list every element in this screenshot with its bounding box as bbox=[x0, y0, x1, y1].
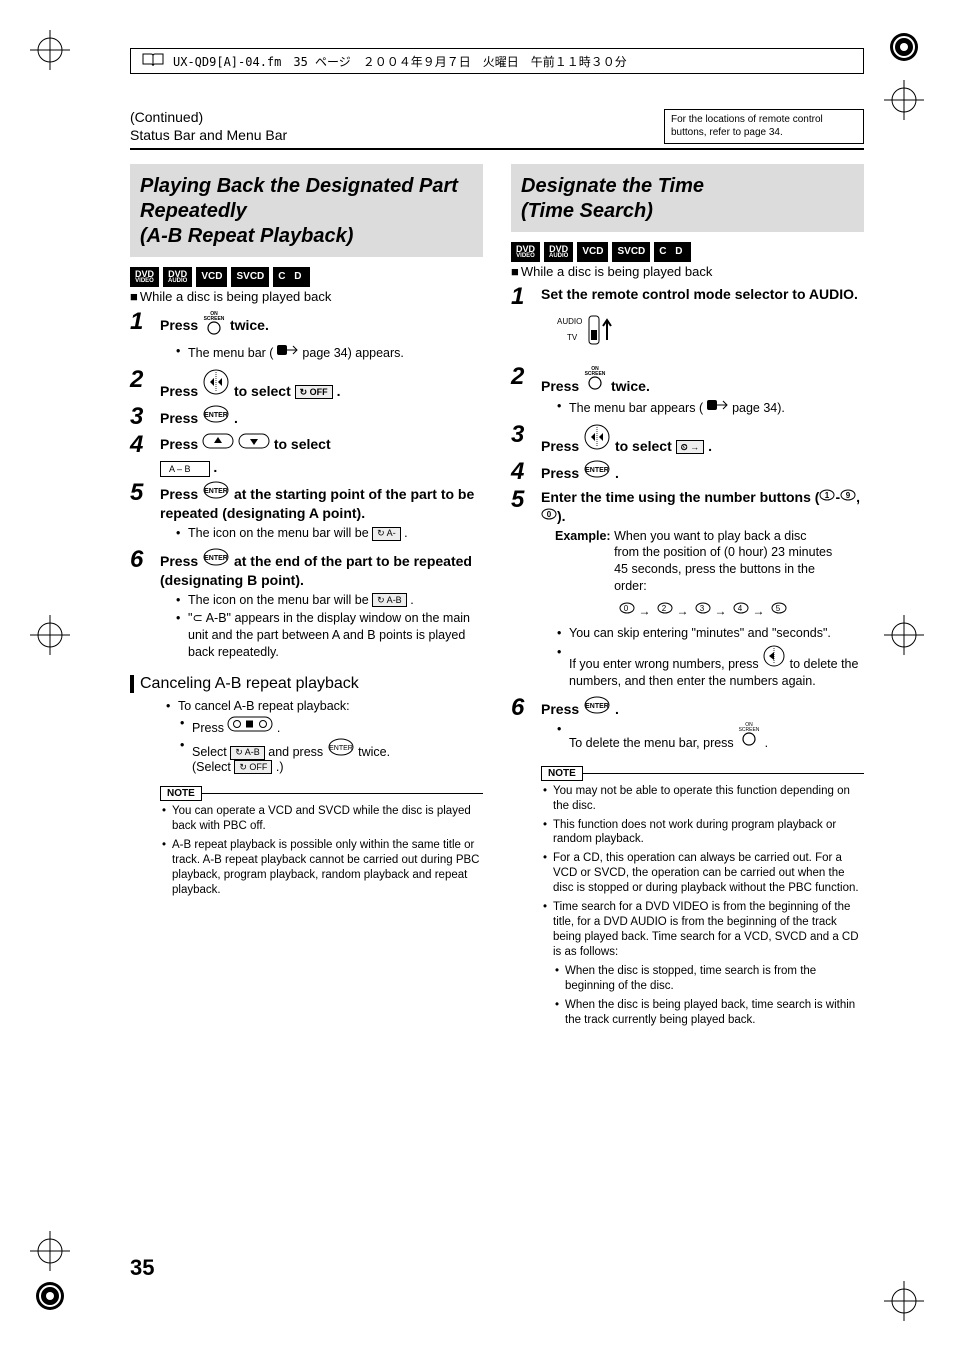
right-step-5: 5 Enter the time using the number button… bbox=[511, 488, 864, 692]
enter-icon bbox=[327, 745, 355, 759]
ref-box: For the locations of remote control butt… bbox=[664, 109, 864, 144]
tv-label: TV bbox=[567, 333, 578, 342]
file-header: UX-QD9[A]-04.fm 35 ページ ２００４年９月７日 火曜日 午前１… bbox=[130, 48, 864, 74]
left-step-3: 3 Press . bbox=[130, 405, 483, 429]
right-title-box: Designate the Time(Time Search) bbox=[511, 164, 864, 232]
cancel-item-2: Select ↻ A-B and press twice. (Select ↻ … bbox=[192, 738, 483, 774]
left-step-6: 6 Press at the end of the part to be rep… bbox=[130, 548, 483, 663]
badge-dvd-audio: DVDAUDIO bbox=[163, 267, 192, 287]
right-title: Designate the Time(Time Search) bbox=[521, 174, 854, 224]
ref-icon bbox=[707, 401, 729, 415]
file-header-text: UX-QD9[A]-04.fm 35 ページ ２００４年９月７日 火曜日 午前１… bbox=[173, 53, 627, 70]
enter-icon bbox=[202, 553, 230, 569]
cursor-lr-icon bbox=[202, 383, 230, 399]
svg-text:2: 2 bbox=[661, 604, 667, 613]
left-precondition: While a disc is being played back bbox=[130, 289, 483, 304]
svg-text:0: 0 bbox=[547, 510, 552, 519]
right-step-2: 2 Press twice. The menu bar appears ( pa… bbox=[511, 365, 864, 419]
cursor-lr-icon bbox=[583, 438, 611, 454]
badge-vcd: VCD bbox=[577, 242, 608, 262]
left-step-4: 4 Press to select A – B . bbox=[130, 433, 483, 477]
registration-mark-tr bbox=[884, 80, 924, 120]
ref-icon bbox=[277, 346, 299, 360]
enter-icon bbox=[202, 486, 230, 502]
menu-chip-off: ↻ OFF bbox=[295, 385, 333, 399]
right-note: NOTE You may not be able to operate this… bbox=[541, 766, 864, 1028]
right-precondition: While a disc is being played back bbox=[511, 264, 864, 279]
svg-text:5: 5 bbox=[775, 604, 781, 613]
right-step-6: 6 Press . To delete the menu bar, press … bbox=[511, 696, 864, 754]
audio-label: AUDIO bbox=[557, 317, 582, 326]
left-step-1: 1 Press twice. The menu bar ( page 34) a… bbox=[130, 310, 483, 364]
svg-text:3: 3 bbox=[699, 604, 705, 613]
on-screen-icon bbox=[202, 310, 226, 341]
stop-icon bbox=[227, 721, 273, 735]
left-title-box: Playing Back the Designated Part Repeate… bbox=[130, 164, 483, 257]
pill-up-icon bbox=[202, 436, 234, 452]
enter-icon bbox=[583, 465, 611, 481]
right-column: Designate the Time(Time Search) DVDVIDEO… bbox=[511, 164, 864, 1031]
registration-mark-tl bbox=[30, 30, 70, 70]
number-sequence: 0→2→3→4→5 bbox=[541, 601, 864, 619]
right-step-1: 1 Set the remote control mode selector t… bbox=[511, 285, 864, 361]
page-number: 35 bbox=[130, 1255, 154, 1281]
badge-svcd: SVCD bbox=[612, 242, 650, 262]
menu-chip-time: ⏲ → bbox=[676, 440, 705, 454]
pill-down-icon bbox=[238, 436, 270, 452]
enter-icon bbox=[583, 701, 611, 717]
registration-circle-tr bbox=[884, 27, 924, 72]
left-step-2: 2 Press to select ↻ OFF . bbox=[130, 368, 483, 401]
num-1-icon: 1 bbox=[819, 488, 835, 502]
enter-icon bbox=[202, 410, 230, 426]
on-screen-icon bbox=[583, 378, 607, 394]
cancel-item-1: Press . bbox=[192, 716, 483, 735]
badge-dvd-audio: DVDAUDIO bbox=[544, 242, 573, 262]
badge-cd: C D bbox=[273, 267, 309, 287]
menu-chip-a: ↻ A- bbox=[372, 527, 401, 541]
registration-circle-bl bbox=[30, 1276, 70, 1321]
badge-dvd-video: DVDVIDEO bbox=[130, 267, 159, 287]
svg-text:0: 0 bbox=[623, 604, 629, 613]
page-header: (Continued) Status Bar and Menu Bar For … bbox=[130, 108, 864, 150]
menu-chip-ab: ↻ A-B bbox=[372, 593, 407, 607]
registration-mark-mr bbox=[884, 615, 924, 655]
svg-text:1: 1 bbox=[825, 491, 830, 500]
svg-text:9: 9 bbox=[846, 491, 851, 500]
svg-text:4: 4 bbox=[737, 604, 743, 613]
left-badges: DVDVIDEO DVDAUDIO VCD SVCD C D bbox=[130, 267, 483, 287]
cursor-left-icon bbox=[762, 657, 786, 671]
on-screen-icon bbox=[737, 736, 761, 750]
section-title: Status Bar and Menu Bar bbox=[130, 126, 287, 144]
right-badges: DVDVIDEO DVDAUDIO VCD SVCD C D bbox=[511, 242, 864, 262]
left-step-5: 5 Press at the starting point of the par… bbox=[130, 481, 483, 544]
registration-mark-br bbox=[884, 1281, 924, 1321]
switch-diagram: AUDIO TV bbox=[555, 310, 864, 355]
left-column: Playing Back the Designated Part Repeate… bbox=[130, 164, 483, 1031]
right-step-3: 3 Press to select ⏲ → . bbox=[511, 423, 864, 456]
badge-svcd: SVCD bbox=[231, 267, 269, 287]
continued-label: (Continued) bbox=[130, 108, 287, 126]
num-0-icon: 0 bbox=[541, 507, 557, 521]
right-step-4: 4 Press . bbox=[511, 460, 864, 484]
cancel-heading: Canceling A-B repeat playback bbox=[130, 675, 483, 693]
left-note: NOTE You can operate a VCD and SVCD whil… bbox=[160, 786, 483, 898]
cancel-lead: To cancel A-B repeat playback: bbox=[178, 699, 483, 713]
registration-mark-bl bbox=[30, 1231, 70, 1271]
left-title: Playing Back the Designated Part Repeate… bbox=[140, 174, 473, 249]
badge-vcd: VCD bbox=[196, 267, 227, 287]
ab-chip: A – B bbox=[160, 461, 210, 477]
book-icon bbox=[141, 52, 165, 71]
num-9-icon: 9 bbox=[840, 488, 856, 502]
registration-mark-ml bbox=[30, 615, 70, 655]
badge-cd: C D bbox=[654, 242, 690, 262]
badge-dvd-video: DVDVIDEO bbox=[511, 242, 540, 262]
